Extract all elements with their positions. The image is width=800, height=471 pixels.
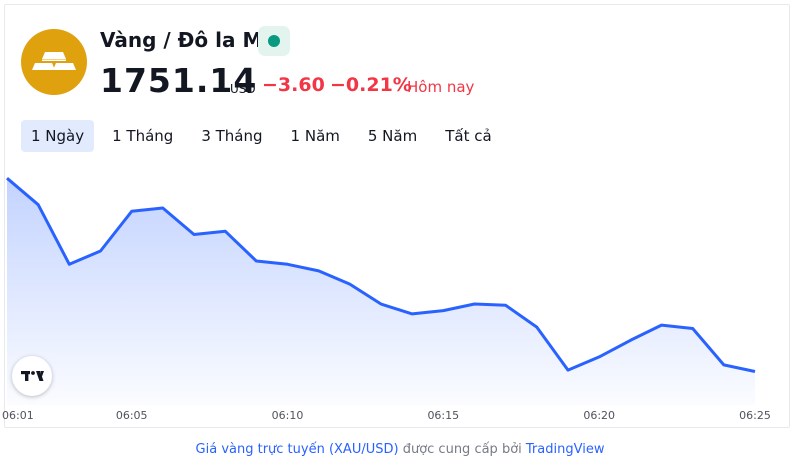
market-status-chip[interactable]: [258, 26, 290, 56]
price-area-fill: [7, 178, 755, 405]
tab-3-months[interactable]: 3 Tháng: [201, 127, 263, 145]
tradingview-link[interactable]: TradingView: [525, 442, 605, 457]
tab-1-year[interactable]: 1 Năm: [290, 127, 340, 145]
x-tick-label: 06:25: [739, 409, 771, 422]
x-tick-label: 06:15: [427, 409, 459, 422]
price-change: −3.60: [262, 74, 325, 96]
period-label: Hôm nay: [407, 78, 475, 96]
x-tick-label: 06:01: [2, 409, 34, 422]
price-change-percent: −0.21%: [330, 74, 412, 96]
price-series-line: [6, 177, 756, 373]
tab-1-day[interactable]: 1 Ngày: [21, 120, 95, 152]
tradingview-badge[interactable]: [12, 356, 52, 396]
tradingview-logo-icon: [21, 371, 44, 381]
price-chart[interactable]: 06:01 06:05 06:10 06:15 06:20 06:25: [0, 160, 800, 430]
gold-bars-icon: [21, 29, 87, 95]
currency-label: USD: [230, 82, 256, 96]
current-price: 1751.14: [100, 61, 258, 100]
x-tick-label: 06:05: [116, 409, 148, 422]
range-tabs: 1 Ngày 1 Tháng 3 Tháng 1 Năm 5 Năm Tất c…: [21, 120, 510, 152]
x-tick-label: 06:10: [272, 409, 304, 422]
tab-all[interactable]: Tất cả: [445, 127, 492, 145]
market-open-dot-icon: [268, 35, 280, 47]
x-tick-label: 06:20: [583, 409, 615, 422]
tab-5-years[interactable]: 5 Năm: [367, 127, 418, 145]
attribution: Giá vàng trực tuyến (XAU/USD) được cung …: [0, 442, 800, 457]
instrument-title: Vàng / Đô la Mỹ: [100, 28, 276, 52]
tab-1-month[interactable]: 1 Tháng: [112, 127, 174, 145]
gold-price-link[interactable]: Giá vàng trực tuyến (XAU/USD): [195, 442, 399, 457]
attribution-text: được cung cấp bởi: [398, 442, 526, 457]
